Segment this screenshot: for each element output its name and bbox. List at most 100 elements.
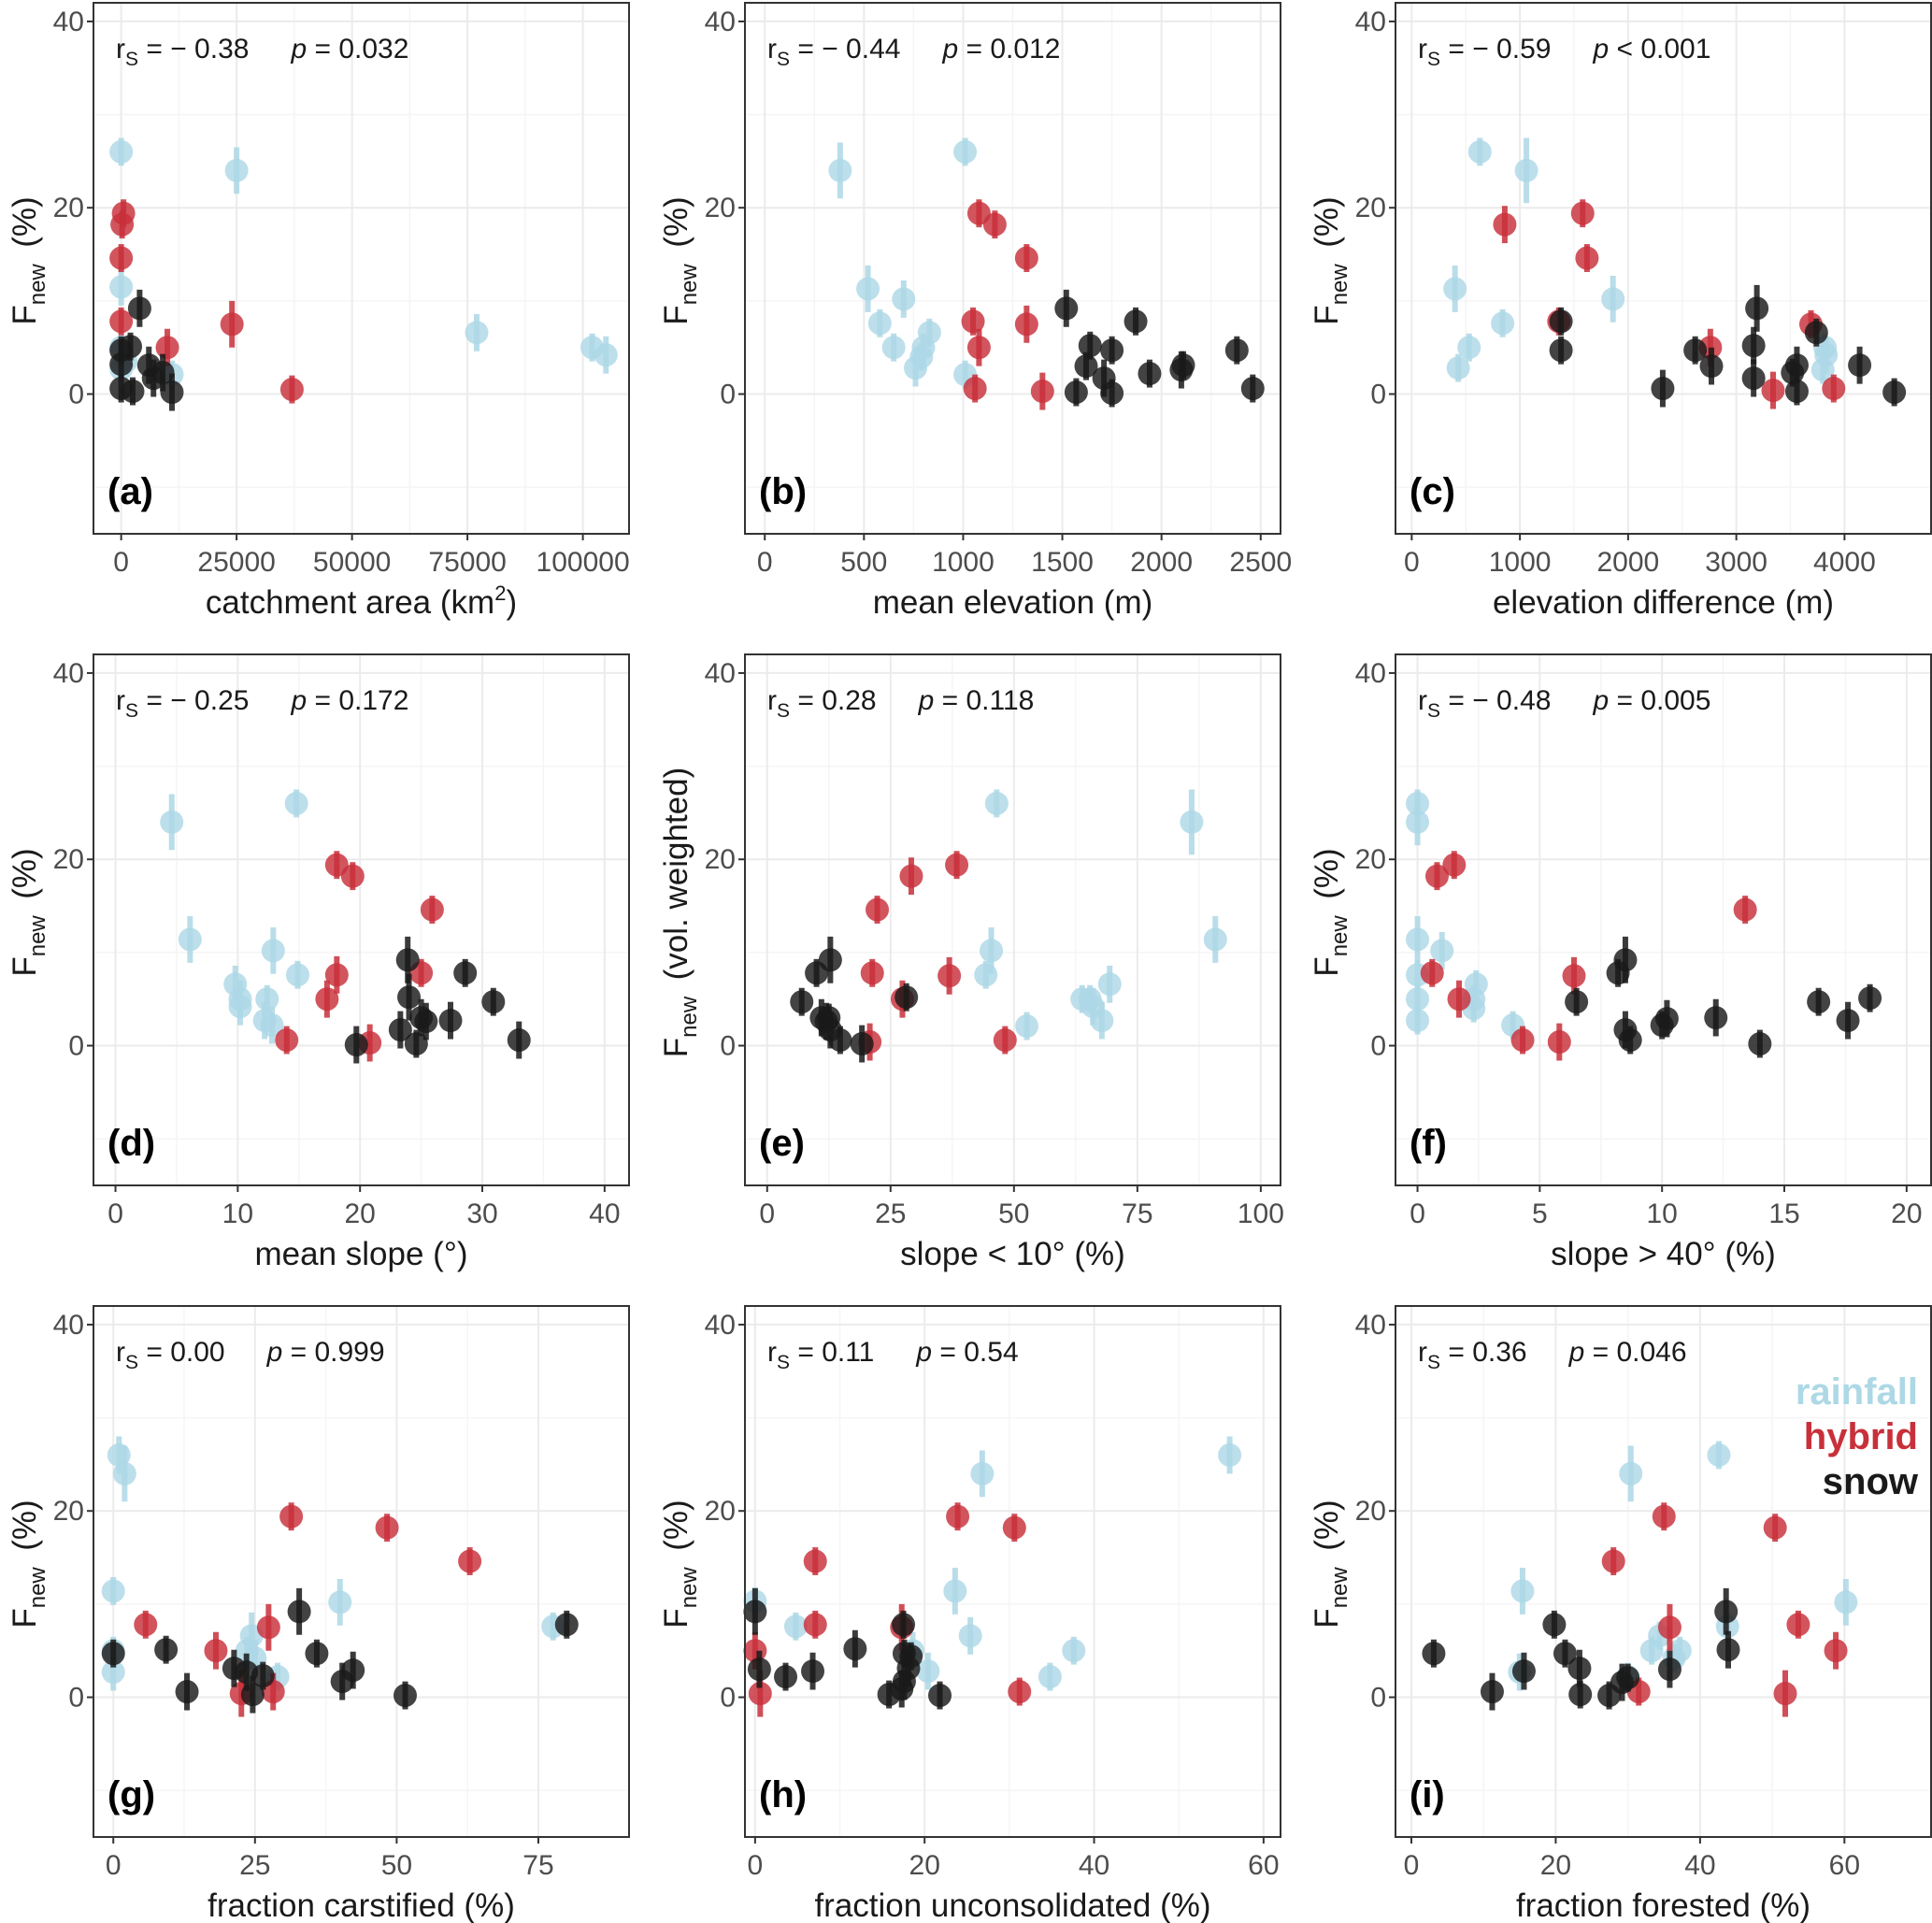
data-point-rainfall: [594, 343, 618, 367]
data-point-snow: [305, 1642, 329, 1666]
data-point-rainfall: [178, 927, 202, 952]
x-axis-label: mean elevation (m): [873, 584, 1153, 621]
legend-rainfall: rainfall: [1796, 1371, 1918, 1413]
data-point-snow: [818, 948, 842, 972]
panel-frame: [1395, 1305, 1932, 1838]
data-point-rainfall: [160, 810, 184, 834]
data-point-hybrid: [866, 897, 890, 922]
x-axis-label: slope < 10° (%): [900, 1236, 1125, 1272]
data-point-rainfall: [255, 987, 279, 1012]
panel-frame: [744, 653, 1281, 1186]
y-tick-label: 40: [705, 1310, 736, 1341]
y-tick-label: 20: [53, 844, 84, 875]
data-point-snow: [1511, 1659, 1536, 1684]
data-point-snow: [892, 1613, 916, 1637]
data-point-snow: [160, 380, 184, 405]
data-point-hybrid: [1030, 380, 1054, 404]
correlation-stat: rS = − 0.44 p = 0.012: [767, 34, 1060, 70]
data-point-hybrid: [420, 897, 444, 922]
x-tick-label: 0: [1404, 547, 1420, 578]
x-tick-label: 0: [757, 547, 773, 578]
x-tick-label: 10: [1647, 1198, 1678, 1229]
data-point-snow: [1422, 1642, 1446, 1666]
data-point-hybrid: [279, 1504, 304, 1528]
y-axis-label: Fnew (%): [658, 196, 702, 324]
panel-label: (a): [107, 471, 153, 512]
data-point-snow: [1714, 1600, 1739, 1624]
panel-d: 40 20 0 0 10 20 30 40 mean slope (°) Fnew (%) rS =…: [7, 653, 630, 1272]
data-point-rainfall: [1180, 810, 1204, 834]
data-point-snow: [828, 1028, 852, 1053]
data-point-rainfall: [1406, 927, 1430, 952]
x-axis-label: mean slope (°): [255, 1236, 468, 1272]
y-tick-label: 20: [705, 844, 736, 875]
x-tick-label: 1000: [932, 547, 995, 578]
y-axis-label: Fnew (%): [1309, 196, 1352, 324]
data-point-snow: [1741, 334, 1766, 358]
series-rainfall: [828, 137, 978, 389]
data-point-rainfall: [1707, 1442, 1731, 1467]
data-point-snow: [1549, 338, 1573, 363]
x-tick-label: 0: [759, 1198, 775, 1229]
y-axis-label: Fnew (%): [7, 196, 50, 324]
data-point-rainfall: [1810, 358, 1835, 382]
correlation-stat: rS = − 0.25 p = 0.172: [116, 685, 408, 722]
data-point-snow: [1804, 321, 1828, 345]
data-point-snow: [1138, 362, 1162, 386]
data-point-rainfall: [1062, 1639, 1086, 1663]
data-point-hybrid: [220, 312, 244, 337]
data-point-hybrid: [1763, 1515, 1787, 1540]
data-point-hybrid: [1447, 987, 1471, 1012]
data-point-hybrid: [256, 1615, 280, 1640]
data-point-snow: [774, 1665, 798, 1689]
y-tick-label: 40: [705, 7, 736, 37]
data-point-snow: [404, 1032, 428, 1056]
data-point-rainfall: [1430, 939, 1454, 963]
data-point-rainfall: [1406, 810, 1430, 834]
data-point-snow: [388, 1018, 412, 1042]
data-point-hybrid: [1601, 1549, 1625, 1573]
x-tick-label: 1500: [1031, 547, 1094, 578]
data-point-hybrid: [1575, 246, 1599, 270]
data-point-hybrid: [1824, 1639, 1848, 1663]
data-point-snow: [1836, 1009, 1860, 1033]
x-tick-label: 100: [1238, 1198, 1284, 1229]
data-point-hybrid: [204, 1639, 228, 1663]
y-tick-label: 0: [1370, 1683, 1386, 1714]
data-point-snow: [892, 1670, 916, 1694]
y-tick-label: 0: [720, 1683, 736, 1714]
data-point-hybrid: [937, 964, 962, 988]
data-point-rainfall: [1514, 158, 1538, 182]
data-point-snow: [801, 1659, 825, 1684]
data-point-rainfall: [1015, 1014, 1039, 1039]
data-point-hybrid: [279, 378, 304, 402]
data-point-rainfall: [916, 1659, 940, 1684]
series-rainfall: [160, 789, 309, 1044]
series-snow: [1422, 1587, 1740, 1711]
data-point-snow: [928, 1684, 952, 1708]
data-point-snow: [481, 990, 506, 1014]
data-point-rainfall: [1406, 1009, 1430, 1033]
x-axis-label: fraction forested (%): [1516, 1887, 1810, 1923]
x-tick-label: 40: [1079, 1850, 1109, 1881]
data-point-snow: [1565, 990, 1589, 1014]
data-point-snow: [250, 1664, 275, 1688]
data-point-snow: [150, 361, 175, 385]
data-point-snow: [121, 380, 145, 404]
legend-snow: snow: [1823, 1461, 1919, 1502]
series-hybrid: [275, 851, 444, 1062]
data-point-snow: [1606, 961, 1630, 985]
data-point-hybrid: [946, 1504, 970, 1528]
x-tick-label: 20: [909, 1850, 940, 1881]
data-point-snow: [240, 1683, 265, 1707]
panel-frame: [93, 2, 630, 535]
y-tick-label: 20: [1355, 193, 1386, 223]
panel-label: (i): [1410, 1774, 1445, 1815]
data-point-hybrid: [860, 961, 884, 985]
data-point-snow: [1100, 381, 1124, 406]
correlation-stat: rS = − 0.38 p = 0.032: [116, 34, 408, 70]
x-tick-label: 1000: [1489, 547, 1552, 578]
y-tick-label: 40: [705, 658, 736, 689]
x-tick-label: 2000: [1597, 547, 1660, 578]
data-point-hybrid: [1562, 964, 1586, 988]
